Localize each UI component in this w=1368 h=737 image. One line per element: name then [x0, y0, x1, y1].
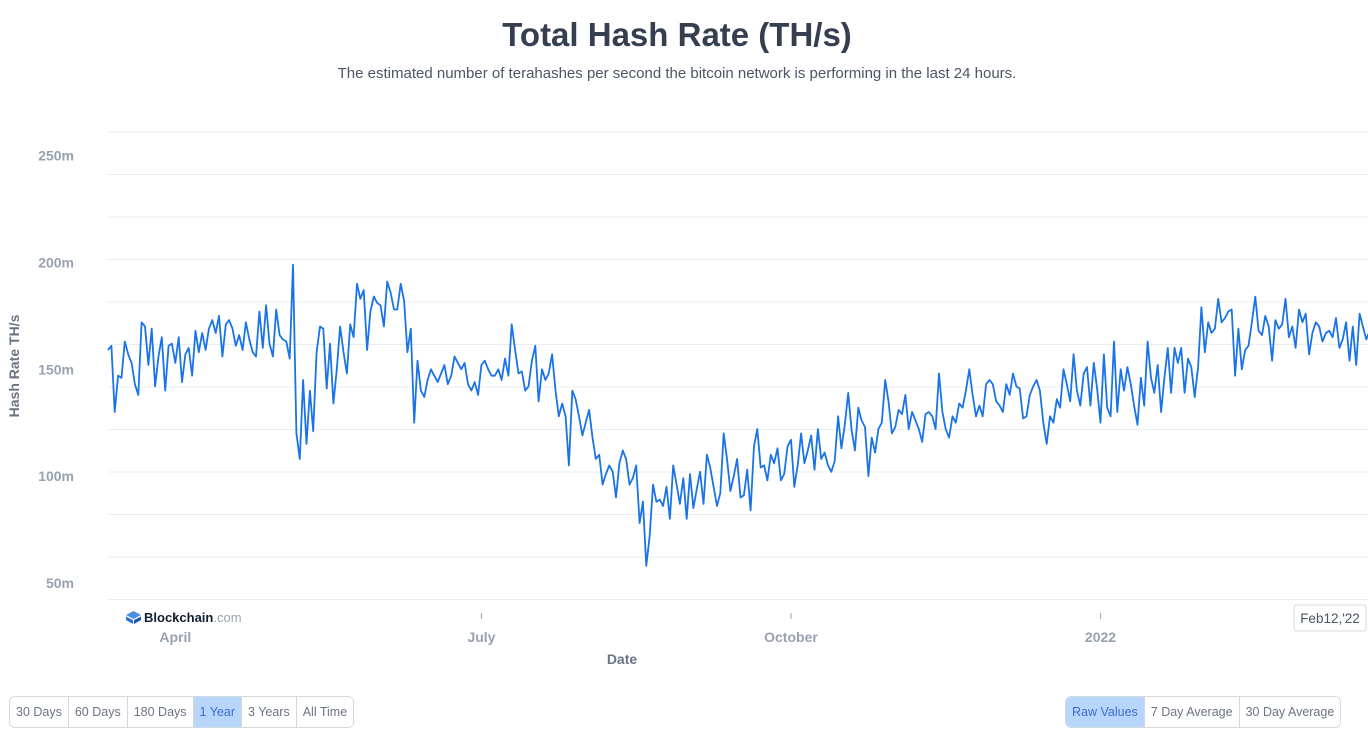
y-tick-label: 50m	[46, 575, 74, 591]
hover-tooltip: 248.11mFeb12,'22	[1293, 604, 1367, 632]
y-tick-label: 100m	[38, 468, 74, 484]
mode-7-day-average-button[interactable]: 7 Day Average	[1144, 697, 1240, 727]
time-range-selector: 30 Days 60 Days 180 Days 1 Year 3 Years All T…	[9, 696, 355, 728]
range-all-time-button[interactable]: All Time	[296, 697, 354, 727]
brand-domain: .com	[213, 610, 242, 625]
range-60-days-button[interactable]: 60 Days	[68, 697, 128, 727]
x-tick-label: October	[764, 629, 818, 645]
y-axis-title: Hash Rate TH/s	[6, 314, 22, 417]
date-tooltip-text: Feb12,'22	[1300, 611, 1360, 626]
x-axis-title: Date	[607, 651, 638, 667]
range-30-days-button[interactable]: 30 Days	[10, 697, 69, 727]
chart-subtitle: The estimated number of terahashes per s…	[337, 65, 1017, 82]
x-tick-label: July	[467, 629, 495, 645]
chart-title: Total Hash Rate (TH/s)	[502, 16, 852, 53]
y-tick-label: 150m	[38, 361, 74, 377]
range-3-years-button[interactable]: 3 Years	[242, 697, 297, 727]
date-tooltip-box	[1293, 604, 1367, 632]
x-tick-label: 2022	[1085, 629, 1116, 645]
x-tick-label: April	[159, 629, 191, 645]
hash-rate-chart[interactable]: 50m 100m 150m 200m 250m April July October 2022…	[0, 0, 1368, 690]
grid-lines	[108, 131, 1368, 600]
y-axis-ticks: 50m 100m 150m 200m 250m	[38, 148, 74, 591]
y-tick-label: 200m	[38, 254, 74, 270]
brand-name: Blockchain	[144, 610, 214, 625]
blockchain-logo: Blockchain .com	[126, 610, 242, 625]
range-180-days-button[interactable]: 180 Days	[127, 697, 194, 727]
mode-30-day-average-button[interactable]: 30 Day Average	[1239, 697, 1341, 727]
x-axis-ticks: April July October 2022	[159, 613, 1116, 645]
series-line-hash-rate[interactable]	[107, 160, 1368, 567]
range-1-year-button[interactable]: 1 Year	[193, 697, 242, 727]
value-mode-selector: Raw Values 7 Day Average 30 Day Average	[1065, 696, 1342, 728]
series-layer	[107, 160, 1368, 567]
y-tick-label: 250m	[38, 148, 74, 164]
mode-raw-values-button[interactable]: Raw Values	[1066, 697, 1145, 727]
blockchain-logo-icon	[126, 611, 141, 624]
